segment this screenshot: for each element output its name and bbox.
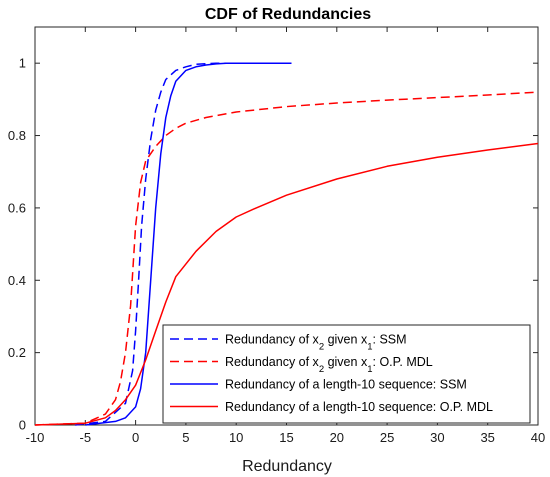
x-tick-label: 15	[279, 430, 293, 445]
legend-subscript: 2	[319, 341, 324, 352]
legend-text-part: : O.P. MDL	[373, 355, 433, 369]
x-tick-label: 0	[132, 430, 139, 445]
x-tick-label: 20	[330, 430, 344, 445]
legend-text-part: given x	[324, 355, 368, 369]
legend-subscript: 1	[367, 364, 372, 375]
series-line-4	[34, 142, 539, 426]
legend-text-part: Redundancy of a length-10 sequence: O.P.…	[225, 400, 493, 414]
legend-box	[162, 324, 531, 424]
legend-text-part: Redundancy of x	[225, 333, 320, 347]
x-tick-label: -10	[26, 430, 45, 445]
legend-subscript: 2	[319, 364, 324, 375]
x-tick-label: 5	[182, 430, 189, 445]
y-tick-label: 0.4	[8, 273, 26, 288]
legend-text-part: Redundancy of a length-10 sequence: SSM	[225, 378, 467, 392]
x-tick-label: 25	[380, 430, 394, 445]
legend-text-part: Redundancy of x	[225, 355, 320, 369]
legend-entry-2: Redundancy of x2 given x1: O.P. MDL	[225, 355, 433, 375]
legend-subscript: 1	[367, 341, 372, 352]
chart-title: CDF of Redundancies	[205, 6, 371, 23]
legend-text-part: : SSM	[373, 333, 407, 347]
legend-entry-4: Redundancy of a length-10 sequence: O.P.…	[225, 400, 493, 414]
series-line-2	[34, 91, 539, 426]
x-tick-label: 10	[229, 430, 243, 445]
x-tick-label: 30	[430, 430, 444, 445]
x-tick-label: -5	[80, 430, 92, 445]
y-tick-label: 1	[19, 56, 26, 71]
y-tick-label: 0.2	[8, 345, 26, 360]
legend-text-part: given x	[324, 333, 368, 347]
x-tick-label: 40	[531, 430, 545, 445]
y-tick-label: 0	[19, 418, 26, 433]
x-axis-label: Redundancy	[242, 458, 332, 475]
legend-entry-1: Redundancy of x2 given x1: SSM	[225, 333, 407, 353]
series-layer	[34, 62, 539, 426]
legend-entry-3: Redundancy of a length-10 sequence: SSM	[225, 378, 467, 392]
series-line-3	[85, 62, 292, 426]
y-tick-label: 0.6	[8, 200, 26, 215]
legend: Redundancy of x2 given x1: SSMRedundancy…	[162, 324, 531, 424]
x-tick-label: 35	[480, 430, 494, 445]
y-tick-label: 0.8	[8, 128, 26, 143]
